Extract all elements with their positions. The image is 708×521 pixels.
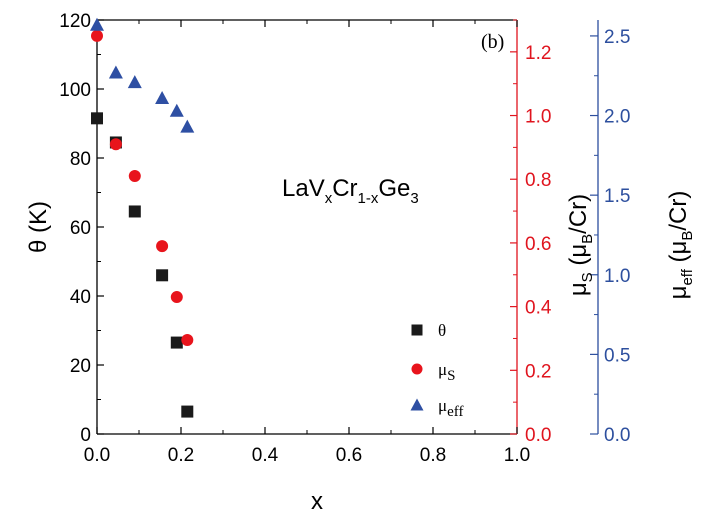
x-tick-label: 0.6: [336, 445, 362, 466]
data-point-circle: [181, 334, 194, 347]
data-point-square: [181, 405, 194, 418]
y-right2-tick-label: 1.0: [604, 266, 630, 287]
data-point-square: [156, 269, 169, 282]
x-tick-label: 0.0: [84, 445, 110, 466]
data-point-triangle: [180, 119, 195, 133]
legend-marker-square: [411, 324, 423, 336]
legend-marker-circle: [411, 363, 423, 375]
legend-label: μeff: [438, 396, 464, 420]
y-left-axis-title: θ (K): [25, 201, 52, 253]
x-axis-title: x: [311, 488, 323, 515]
data-point-triangle: [90, 17, 104, 31]
y-left-tick-label: 60: [70, 218, 91, 239]
y-right1-axis-title: μS (μB/Cr): [565, 194, 596, 296]
data-point-triangle: [155, 91, 170, 105]
legend-marker-triangle: [410, 398, 424, 411]
data-point-triangle: [169, 103, 184, 117]
x-tick-label: 0.4: [252, 445, 279, 466]
y-right1-tick-label: 1.2: [525, 43, 551, 64]
data-point-square: [170, 336, 183, 349]
y-left-tick-label: 120: [59, 11, 91, 32]
data-point-square: [91, 112, 103, 125]
data-point-circle: [128, 170, 141, 183]
compound-annotation: LaVxCr1-xGe3: [282, 175, 419, 207]
y-right2-tick-label: 2.0: [604, 107, 630, 128]
y-right2-tick-label: 0.0: [604, 425, 630, 446]
legend: θ μS μeff: [410, 321, 464, 420]
y-right2-tick-label: 2.5: [604, 27, 630, 48]
y-right1-tick-label: 0.4: [525, 298, 552, 319]
y-right1-tick-label: 0.8: [525, 170, 551, 191]
data-point-circle: [156, 240, 169, 253]
data-marks: [90, 17, 195, 418]
x-tick-label: 0.2: [168, 445, 194, 466]
labels: 0.0 0.2 0.4 0.6 0.8 1.0 0 20 40 60 80 100 120 0.0 0.2 0…: [25, 11, 696, 515]
data-point-circle: [109, 138, 122, 151]
y-left-tick-label: 0: [80, 425, 91, 446]
y-right2-tick-label: 0.5: [604, 345, 630, 366]
x-tick-label: 0.8: [420, 445, 446, 466]
data-point-triangle: [108, 65, 123, 79]
data-point-circle: [170, 291, 183, 304]
y-left-tick-label: 20: [70, 356, 91, 377]
legend-label: θ: [438, 321, 446, 340]
y-left-tick-label: 100: [59, 80, 91, 101]
data-point-square: [128, 205, 141, 218]
y-right1-tick-label: 0.2: [525, 361, 551, 382]
y-left-tick-label: 80: [70, 149, 91, 170]
y-left-tick-label: 40: [70, 287, 91, 308]
y-right1-tick-label: 0.6: [525, 234, 551, 255]
y-right2-tick-label: 1.5: [604, 186, 630, 207]
panel-label: (b): [481, 31, 504, 53]
x-tick-label: 1.0: [504, 445, 530, 466]
data-point-circle: [91, 29, 103, 42]
data-point-triangle: [127, 75, 142, 89]
y-right1-tick-label: 0.0: [525, 425, 551, 446]
y-right2-axis-title: μeff (μB/Cr): [665, 191, 696, 300]
y-right1-tick-label: 1.0: [525, 107, 551, 128]
legend-label: μS: [438, 360, 455, 384]
axes: [96, 19, 599, 435]
